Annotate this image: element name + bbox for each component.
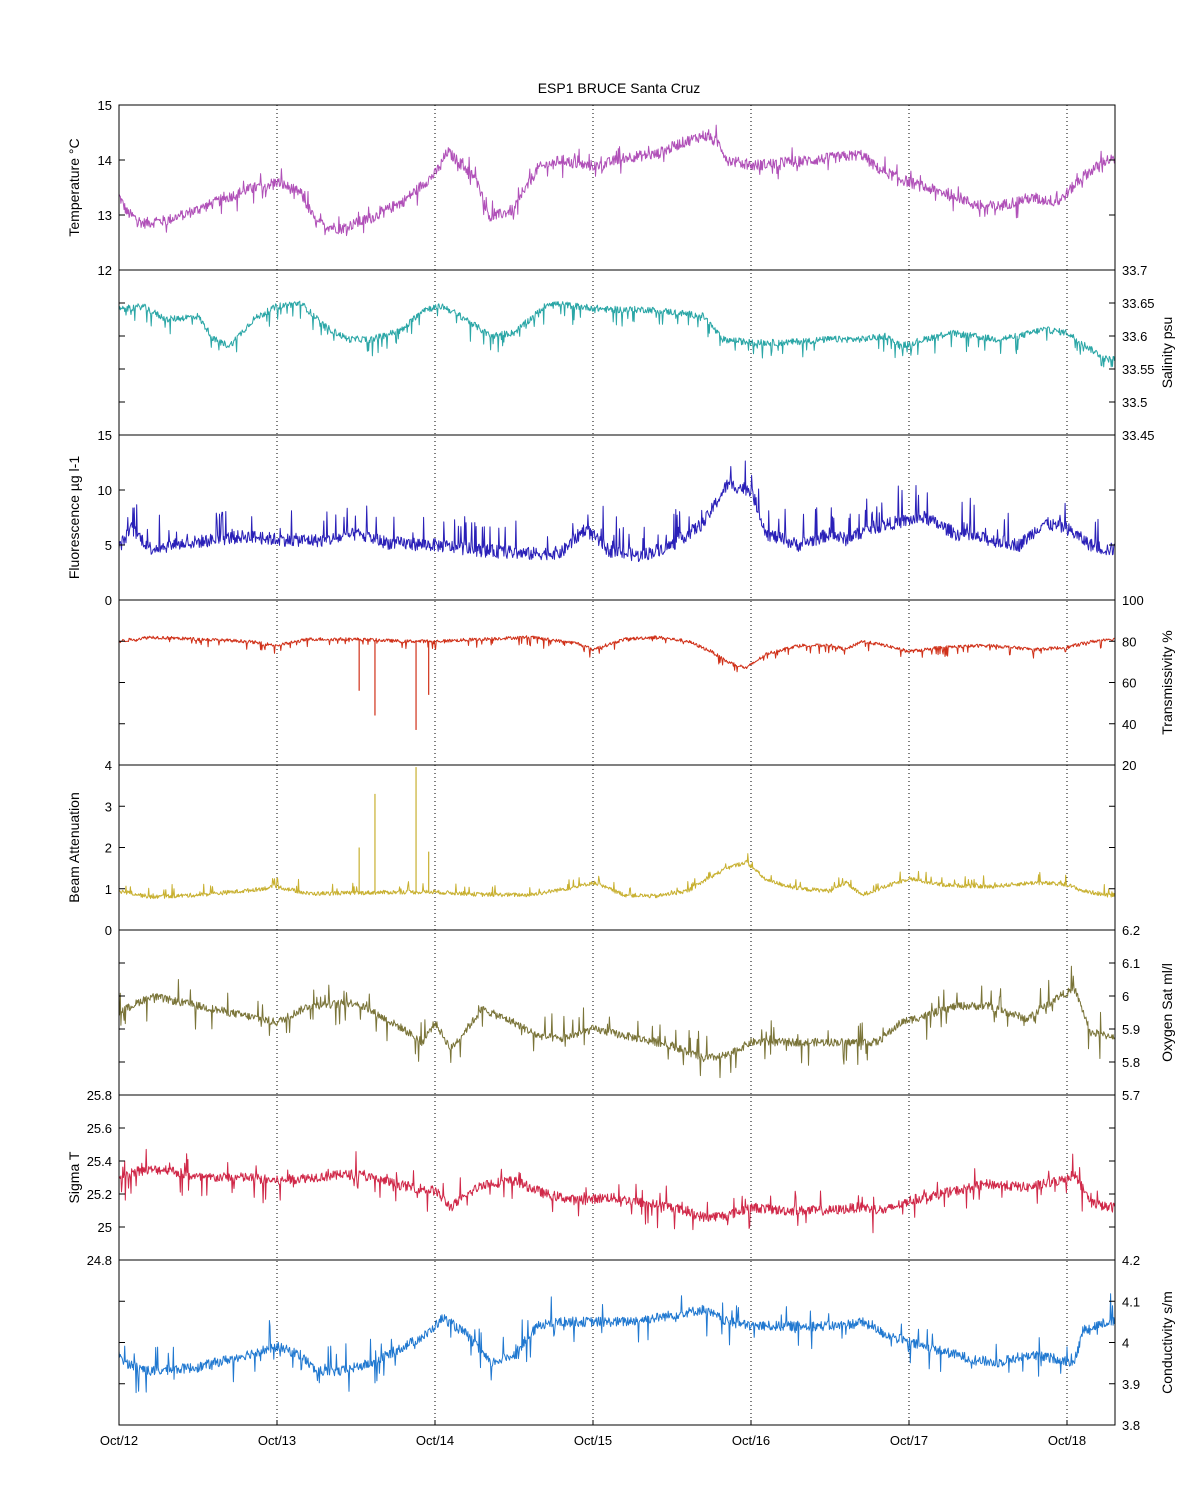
salinity-tick-label: 33.6 [1122, 329, 1147, 344]
oxygen-sat-axis-label: Oxygen Sat ml/l [1159, 963, 1175, 1062]
transmissivity-tick-label: 60 [1122, 676, 1136, 691]
beam-attenuation-axis-label: Beam Attenuation [66, 792, 82, 903]
temperature-axis-label: Temperature °C [66, 138, 82, 236]
oxygen-sat-series-line [118, 965, 1115, 1079]
conductivity-series-line [118, 1293, 1115, 1394]
conductivity-tick-label: 4.1 [1122, 1294, 1140, 1309]
salinity-series-line [118, 300, 1115, 368]
sigma-t-tick-label: 25.8 [87, 1088, 112, 1103]
beam-attenuation-tick-label: 3 [105, 799, 112, 814]
salinity-tick-label: 33.55 [1122, 362, 1155, 377]
transmissivity-axis-label: Transmissivity % [1159, 630, 1175, 735]
sigma-t-tick-label: 25.6 [87, 1121, 112, 1136]
transmissivity-tick-label: 20 [1122, 758, 1136, 773]
beam-attenuation-series-line [118, 853, 1115, 900]
oxygen-sat-tick-label: 5.7 [1122, 1088, 1140, 1103]
sigma-t-tick-label: 25.4 [87, 1154, 112, 1169]
fluorescence-series-line [118, 460, 1115, 562]
x-tick-label: Oct/18 [1048, 1433, 1086, 1448]
fluorescence-tick-label: 0 [105, 593, 112, 608]
beam-attenuation-tick-label: 4 [105, 758, 112, 773]
oxygen-sat-tick-label: 6 [1122, 989, 1129, 1004]
fluorescence-axis-label: Fluorescence µg l-1 [66, 456, 82, 579]
axes-layer: Oct/12 Oct/13 Oct/14 Oct/15 Oct/16 Oct/17 Oct/… [66, 98, 1175, 1448]
fluorescence-tick-label: 15 [98, 428, 112, 443]
oxygen-sat-tick-label: 6.2 [1122, 923, 1140, 938]
fluorescence-tick-label: 10 [98, 483, 112, 498]
temperature-tick-label: 15 [98, 98, 112, 113]
sigma-t-tick-label: 25 [98, 1220, 112, 1235]
x-tick-label: Oct/13 [258, 1433, 296, 1448]
x-tick-label: Oct/16 [732, 1433, 770, 1448]
x-tick-label: Oct/17 [890, 1433, 928, 1448]
oxygen-sat-tick-label: 5.8 [1122, 1055, 1140, 1070]
salinity-tick-label: 33.45 [1122, 428, 1155, 443]
sigma-t-tick-label: 25.2 [87, 1187, 112, 1202]
transmissivity-tick-label: 80 [1122, 634, 1136, 649]
temperature-tick-label: 13 [98, 208, 112, 223]
conductivity-axis-label: Conductivity s/m [1159, 1291, 1175, 1394]
conductivity-tick-label: 4.2 [1122, 1253, 1140, 1268]
temperature-tick-label: 14 [98, 153, 112, 168]
transmissivity-tick-label: 100 [1122, 593, 1144, 608]
fluorescence-tick-label: 5 [105, 538, 112, 553]
transmissivity-tick-label: 40 [1122, 717, 1136, 732]
salinity-tick-label: 33.65 [1122, 296, 1155, 311]
sigma-t-tick-label: 24.8 [87, 1253, 112, 1268]
beam-attenuation-tick-label: 0 [105, 923, 112, 938]
temperature-tick-label: 12 [98, 263, 112, 278]
conductivity-tick-label: 4 [1122, 1336, 1129, 1351]
x-tick-label: Oct/15 [574, 1433, 612, 1448]
x-tick-label: Oct/12 [100, 1433, 138, 1448]
sigma-t-series-line [118, 1148, 1115, 1234]
sigma-t-axis-label: Sigma T [66, 1151, 82, 1203]
series-layer [118, 124, 1115, 1394]
salinity-tick-label: 33.5 [1122, 395, 1147, 410]
beam-attenuation-tick-label: 2 [105, 841, 112, 856]
chart-title: ESP1 BRUCE Santa Cruz [538, 80, 701, 96]
conductivity-tick-label: 3.8 [1122, 1418, 1140, 1433]
transmissivity-series-line [118, 635, 1115, 673]
oxygen-sat-tick-label: 5.9 [1122, 1022, 1140, 1037]
oxygen-sat-tick-label: 6.1 [1122, 956, 1140, 971]
salinity-axis-label: Salinity psu [1159, 317, 1175, 389]
x-tick-label: Oct/14 [416, 1433, 454, 1448]
conductivity-tick-label: 3.9 [1122, 1377, 1140, 1392]
temperature-series-line [118, 124, 1115, 237]
beam-attenuation-tick-label: 1 [105, 882, 112, 897]
salinity-tick-label: 33.7 [1122, 263, 1147, 278]
